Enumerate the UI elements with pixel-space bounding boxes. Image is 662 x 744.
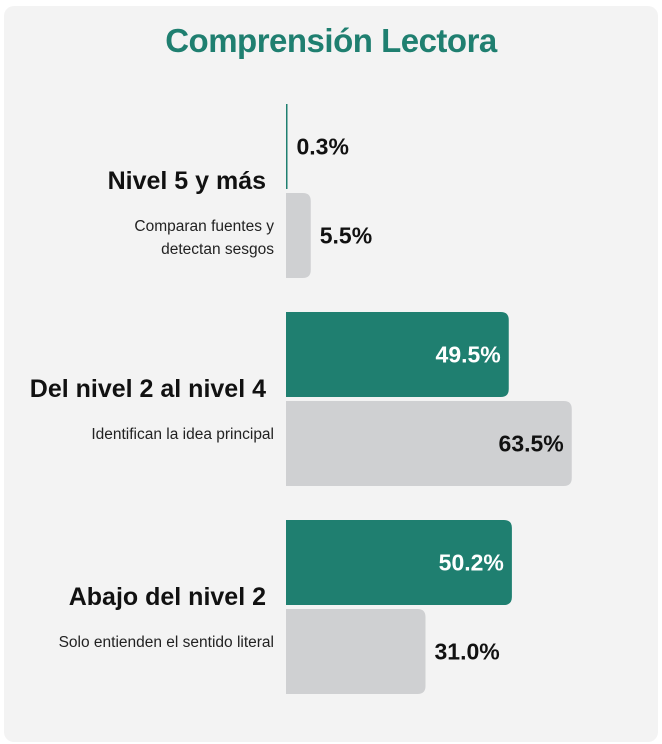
bar-series1-cat2	[286, 312, 509, 397]
bar-series1-cat1	[286, 104, 288, 189]
category-description-1-line1: Comparan fuentes y	[134, 218, 274, 235]
bar-series1-cat3	[286, 520, 512, 605]
category-label-3: Abajo del nivel 2	[69, 583, 266, 611]
value-label-series2-cat3: 31.0%	[435, 639, 500, 665]
category-description-1-line2: detectan sesgos	[161, 241, 274, 258]
value-label-series1-cat1: 0.3%	[297, 134, 349, 160]
value-label-series1-cat2: 49.5%	[436, 342, 501, 368]
value-label-series2-cat1: 5.5%	[320, 223, 372, 249]
bar-series2-cat2	[286, 401, 572, 486]
bar-series2-cat3	[286, 609, 426, 694]
labels-group: 0.3% 5.5% Nivel 5 y más Comparan fuentes y d…	[30, 134, 564, 665]
bar-series2-cat1	[286, 193, 311, 278]
category-description-3-line1: Solo entienden el sentido literal	[59, 634, 274, 651]
value-label-series1-cat3: 50.2%	[439, 550, 504, 576]
category-label-2: Del nivel 2 al nivel 4	[30, 375, 266, 403]
category-label-1: Nivel 5 y más	[108, 167, 266, 195]
bars-group	[286, 104, 572, 694]
chart-title: Comprensión Lectora	[165, 22, 497, 59]
value-label-series2-cat2: 63.5%	[499, 431, 564, 457]
category-description-2-line1: Identifican la idea principal	[91, 426, 274, 443]
